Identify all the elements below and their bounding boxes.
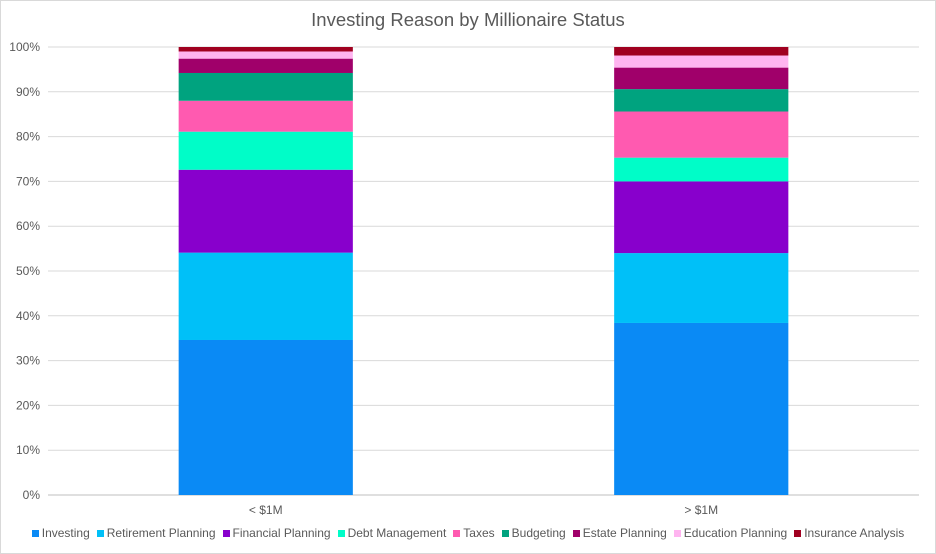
legend-item: Investing <box>31 526 90 540</box>
x-tick-label: > $1M <box>684 503 718 517</box>
legend-item: Education Planning <box>673 526 788 540</box>
bar-segment <box>178 47 353 52</box>
legend-label: Education Planning <box>683 526 788 540</box>
legend-swatch <box>794 529 802 537</box>
legend-label: Investing <box>41 526 90 540</box>
legend-item: Debt Management <box>337 526 447 540</box>
legend-swatch <box>453 529 461 537</box>
bar-segment <box>178 100 353 132</box>
legend-swatch <box>31 529 39 537</box>
y-tick-label: 20% <box>16 398 40 412</box>
legend-swatch <box>673 529 681 537</box>
legend-swatch <box>337 529 345 537</box>
bar-segment <box>178 252 353 340</box>
legend: Investing Retirement Planning Financial Pl… <box>0 526 936 540</box>
bar-segment <box>614 55 789 68</box>
bar-segment <box>614 111 789 158</box>
x-axis-ticks: < $1M > $1M <box>249 503 718 517</box>
legend-label: Financial Planning <box>232 526 331 540</box>
bar-segment <box>178 51 353 59</box>
bar-segment <box>178 339 353 495</box>
y-tick-label: 40% <box>16 309 40 323</box>
legend-item: Insurance Analysis <box>794 526 904 540</box>
bar-segment <box>178 169 353 253</box>
bar-segment <box>178 131 353 170</box>
legend-item: Estate Planning <box>572 526 667 540</box>
y-tick-label: 100% <box>9 40 40 54</box>
y-axis-ticks: 0% 10% 20% 30% 40% 50% 60% 70% 80% 90% 100% <box>9 40 40 502</box>
y-tick-label: 50% <box>16 264 40 278</box>
bar-segment <box>178 72 353 101</box>
legend-label: Retirement Planning <box>106 526 216 540</box>
legend-swatch <box>572 529 580 537</box>
bar-segment <box>614 47 789 56</box>
legend-swatch <box>222 529 230 537</box>
legend-item: Budgeting <box>501 526 566 540</box>
y-tick-label: 70% <box>16 174 40 188</box>
legend-item: Taxes <box>453 526 495 540</box>
bar-segment <box>178 58 353 73</box>
x-tick-label: < $1M <box>249 503 283 517</box>
bar-segment <box>614 322 789 495</box>
y-tick-label: 10% <box>16 443 40 457</box>
chart-plot: 0% 10% 20% 30% 40% 50% 60% 70% 80% 90% 100% < $1M >… <box>9 40 919 517</box>
legend-swatch <box>96 529 104 537</box>
legend-item: Retirement Planning <box>96 526 216 540</box>
legend-label: Taxes <box>463 526 495 540</box>
y-tick-label: 0% <box>23 488 41 502</box>
bar-segment <box>614 253 789 323</box>
bar-segment <box>614 89 789 112</box>
legend-label: Debt Management <box>347 526 447 540</box>
chart-title: Investing Reason by Millionaire Status <box>311 9 625 30</box>
legend-label: Budgeting <box>511 526 566 540</box>
y-tick-label: 80% <box>16 130 40 144</box>
bar-segment <box>614 181 789 254</box>
legend-swatch <box>501 529 509 537</box>
bar-segment <box>614 67 789 90</box>
legend-item: Financial Planning <box>222 526 331 540</box>
legend-label: Estate Planning <box>582 526 667 540</box>
y-tick-label: 90% <box>16 85 40 99</box>
legend-label: Insurance Analysis <box>804 526 905 540</box>
bar-segment <box>614 157 789 182</box>
y-tick-label: 30% <box>16 354 40 368</box>
y-tick-label: 60% <box>16 219 40 233</box>
bars <box>178 47 789 495</box>
